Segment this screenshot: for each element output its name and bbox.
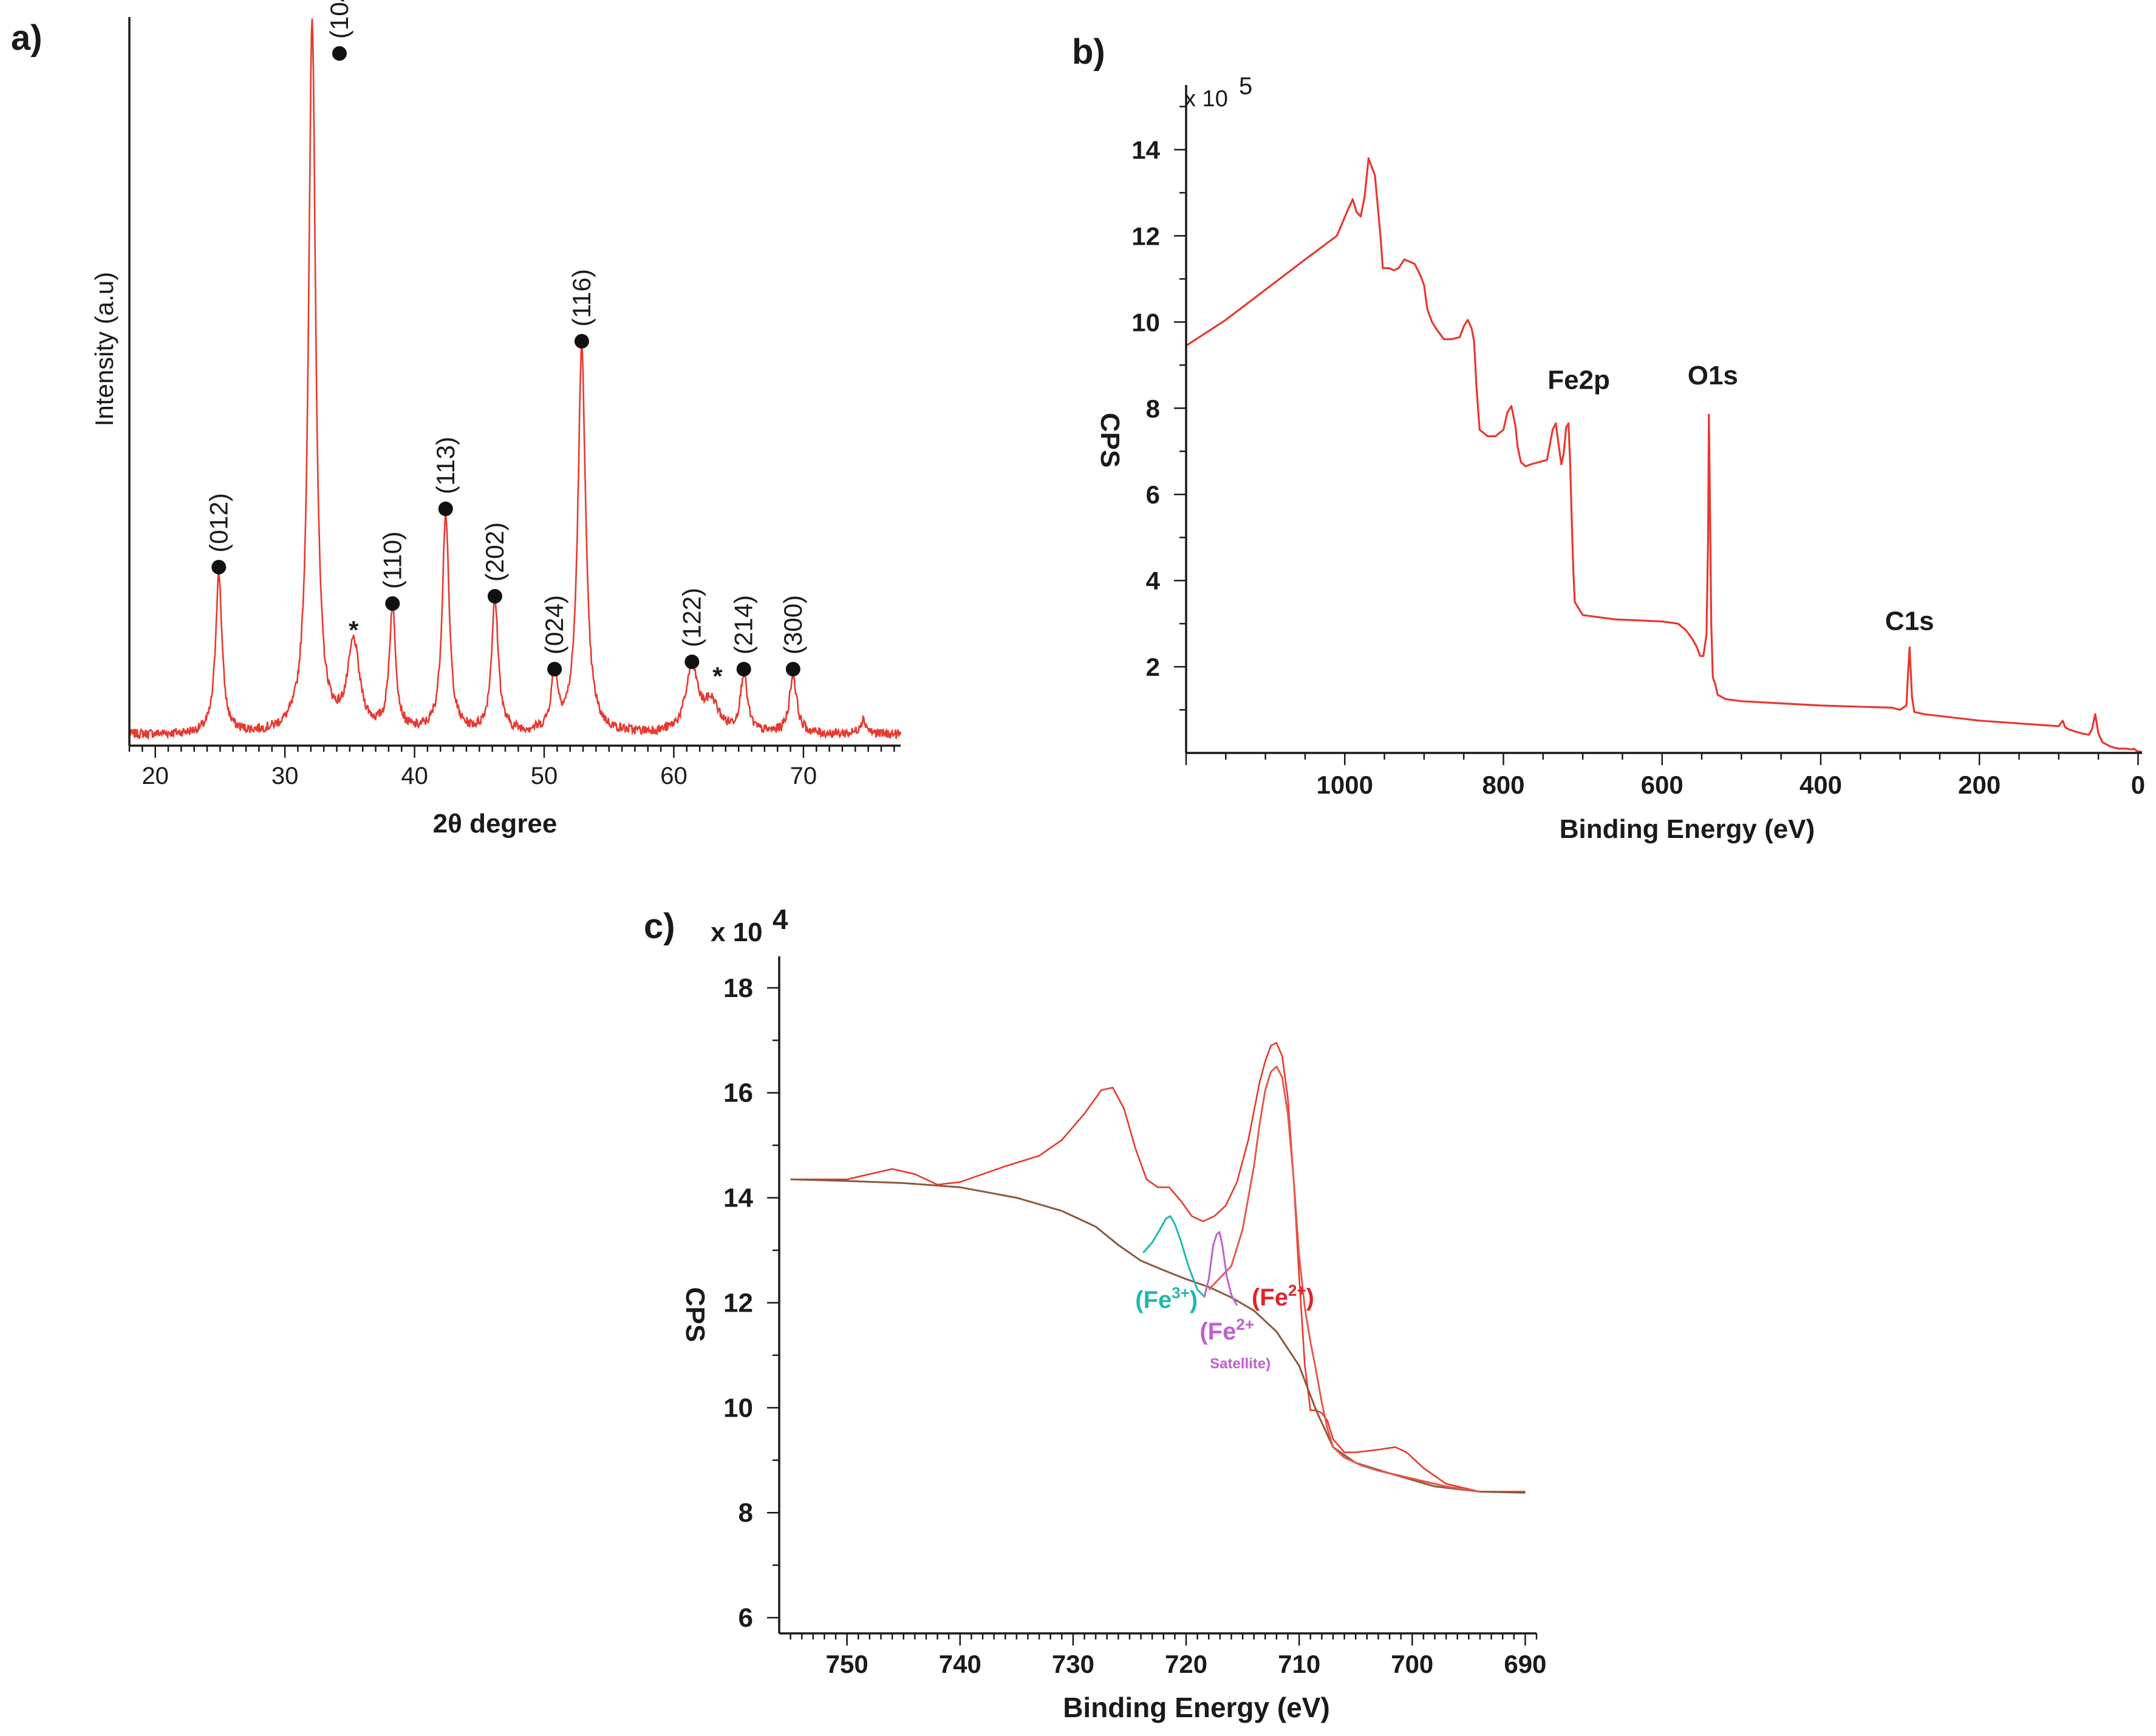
y-tick-label: 12 [1131, 222, 1160, 250]
y-tick-label: 6 [1146, 480, 1160, 509]
peak-annotation: C1s [1885, 607, 1934, 636]
panel-label-c: c) [644, 907, 675, 946]
chart-a: 20 30 40 50 60 70 2θ degree Intensity (a.u) a) (0… [11, 0, 902, 839]
species-text: (Fe [1252, 1284, 1288, 1311]
y-tick-label: 14 [723, 1183, 753, 1213]
peak-index-label: (110) [378, 531, 406, 589]
y-axis-label: Intensity (a.u) [90, 272, 118, 426]
x-tick-label: 400 [1800, 771, 1842, 799]
x-axis-label: Binding Energy (eV) [1560, 814, 1815, 844]
species-text: Satellite) [1210, 1356, 1271, 1372]
peak-asterisk: * [712, 662, 723, 690]
species-label: Satellite) [1210, 1356, 1271, 1372]
species-label: (Fe3+) [1135, 1284, 1198, 1313]
y-tick-label: 8 [1146, 394, 1160, 423]
peak-index-label: (122) [677, 588, 706, 647]
series-spectrum [790, 1042, 1526, 1493]
x-tick-label: 690 [1504, 1650, 1546, 1678]
y-axis-label: CPS [680, 1287, 710, 1342]
x-tick-label: 70 [790, 763, 817, 789]
peak-dot [438, 502, 453, 516]
series-background [790, 1178, 1526, 1494]
y-axis-label: CPS [1095, 413, 1125, 468]
x-tick-label: 750 [826, 1650, 868, 1678]
x-tick-label: 50 [531, 763, 558, 789]
y-tick-label: 2 [1146, 653, 1160, 681]
x-tick-label: 710 [1278, 1650, 1320, 1678]
peak-index-label: (012) [204, 493, 233, 553]
peak-asterisk: * [349, 616, 359, 644]
y-tick-label: 6 [739, 1603, 753, 1633]
peak-dot [487, 589, 502, 604]
peak-index-label: (104) [325, 0, 353, 39]
peak-index-label: (300) [779, 595, 807, 655]
x-tick-label: 40 [401, 763, 428, 789]
x-tick-label: 720 [1165, 1650, 1207, 1678]
x-tick-label: 0 [2131, 771, 2145, 799]
y-tick-label: 8 [739, 1498, 753, 1528]
y-tick-label: 4 [1146, 567, 1161, 595]
peak-dot [385, 596, 400, 611]
x-tick-label: 740 [939, 1650, 981, 1678]
x-tick-label: 800 [1482, 771, 1524, 799]
y-tick-label: 10 [723, 1393, 753, 1423]
peak-dot [785, 662, 800, 676]
chart-c: 750 740 730 720 710 700 690 6 8 10 12 14 16 18 Binding… [644, 904, 1546, 1723]
series-fe2-fit [1208, 1066, 1481, 1493]
species-label: (Fe2+) [1252, 1281, 1314, 1311]
species-paren: ) [1306, 1284, 1314, 1311]
x-tick-label: 60 [660, 763, 687, 789]
peak-annotation: Fe2p [1547, 365, 1610, 395]
x-tick-label: 1000 [1317, 771, 1373, 799]
species-text: (Fe [1199, 1318, 1236, 1345]
peak-dot [684, 655, 700, 669]
scale-exponent: 4 [773, 904, 788, 935]
species-label: (Fe2+ [1199, 1315, 1254, 1345]
scale-label: x 10 [711, 917, 763, 947]
peak-index-label: (202) [480, 522, 509, 582]
y-tick-label: 14 [1131, 135, 1160, 164]
species-charge: 2+ [1288, 1281, 1306, 1299]
x-axis-label: 2θ degree [433, 809, 558, 839]
y-tick-label: 18 [723, 973, 753, 1003]
chart-b: 1000 800 600 400 200 0 2 4 6 8 10 12 14 Binding Energ… [1072, 32, 2145, 844]
peak-index-label: (024) [540, 595, 568, 655]
peak-annotation: O1s [1688, 361, 1738, 390]
peak-dot [332, 46, 347, 61]
peak-dot [574, 334, 589, 349]
series-fe2-satellite [1203, 1231, 1238, 1306]
series-xrd-pattern [128, 18, 902, 741]
x-tick-label: 600 [1641, 771, 1684, 799]
scale-label: x 10 [1184, 86, 1228, 112]
series-fe3- [1142, 1215, 1205, 1298]
x-tick-label: 20 [142, 763, 169, 789]
y-tick-label: 16 [723, 1078, 753, 1108]
x-tick-label: 700 [1391, 1650, 1433, 1678]
x-tick-label: 30 [271, 763, 299, 789]
x-tick-label: 730 [1052, 1650, 1094, 1678]
peak-index-label: (214) [729, 595, 758, 655]
peak-index-label: (116) [567, 269, 596, 327]
species-paren: ) [1190, 1287, 1198, 1313]
series-survey-spectrum [1185, 157, 2143, 754]
peak-index-label: (113) [431, 437, 460, 494]
species-text: (Fe [1135, 1287, 1172, 1313]
y-tick-label: 12 [723, 1288, 753, 1318]
x-axis-label: Binding Energy (eV) [1063, 1692, 1330, 1723]
y-tick-label: 10 [1131, 308, 1160, 336]
x-tick-label: 200 [1958, 771, 2001, 799]
peak-dot [736, 662, 751, 676]
species-charge: 2+ [1236, 1315, 1254, 1333]
panel-label-a: a) [11, 18, 43, 58]
species-charge: 3+ [1172, 1284, 1190, 1302]
peak-dot [547, 662, 562, 676]
peak-dot [211, 560, 227, 574]
scale-exponent: 5 [1239, 73, 1252, 100]
panel-label-b: b) [1072, 32, 1105, 72]
